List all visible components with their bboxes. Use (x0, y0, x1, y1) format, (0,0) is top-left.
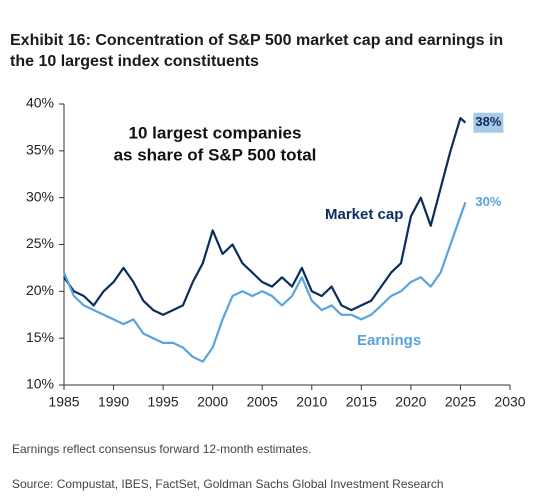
x-tick-label: 2030 (494, 394, 525, 410)
y-tick-label: 25% (26, 235, 54, 251)
series-label: Earnings (357, 332, 421, 349)
y-tick-label: 40% (26, 95, 54, 111)
x-tick-label: 1995 (148, 394, 179, 410)
chart-title: Exhibit 16: Concentration of S&P 500 mar… (10, 32, 504, 70)
y-tick-label: 15% (26, 329, 54, 345)
series-line (63, 117, 467, 316)
value-label: 30% (475, 194, 501, 209)
y-tick-label: 35% (26, 142, 54, 158)
annotation: 10 largest companies (129, 123, 302, 142)
annotation: as share of S&P 500 total (114, 145, 317, 164)
value-label: 38% (475, 114, 501, 129)
footnote: Earnings reflect consensus forward 12-mo… (12, 442, 311, 456)
series-label: Market cap (325, 206, 403, 223)
x-tick-label: 2020 (395, 394, 426, 410)
x-tick-label: 2010 (296, 394, 327, 410)
x-tick-label: 2015 (346, 394, 377, 410)
source: Source: Compustat, IBES, FactSet, Goldma… (12, 477, 444, 491)
y-tick-label: 10% (26, 376, 54, 392)
x-tick-label: 2000 (197, 394, 228, 410)
x-tick-label: 2025 (445, 394, 476, 410)
x-tick-label: 1985 (48, 394, 79, 410)
series-line (62, 201, 467, 363)
x-tick-label: 2005 (247, 394, 278, 410)
label-box (473, 112, 504, 133)
y-tick-label: 30% (26, 188, 54, 204)
x-tick-label: 1990 (98, 394, 129, 410)
y-tick-label: 20% (26, 282, 54, 298)
